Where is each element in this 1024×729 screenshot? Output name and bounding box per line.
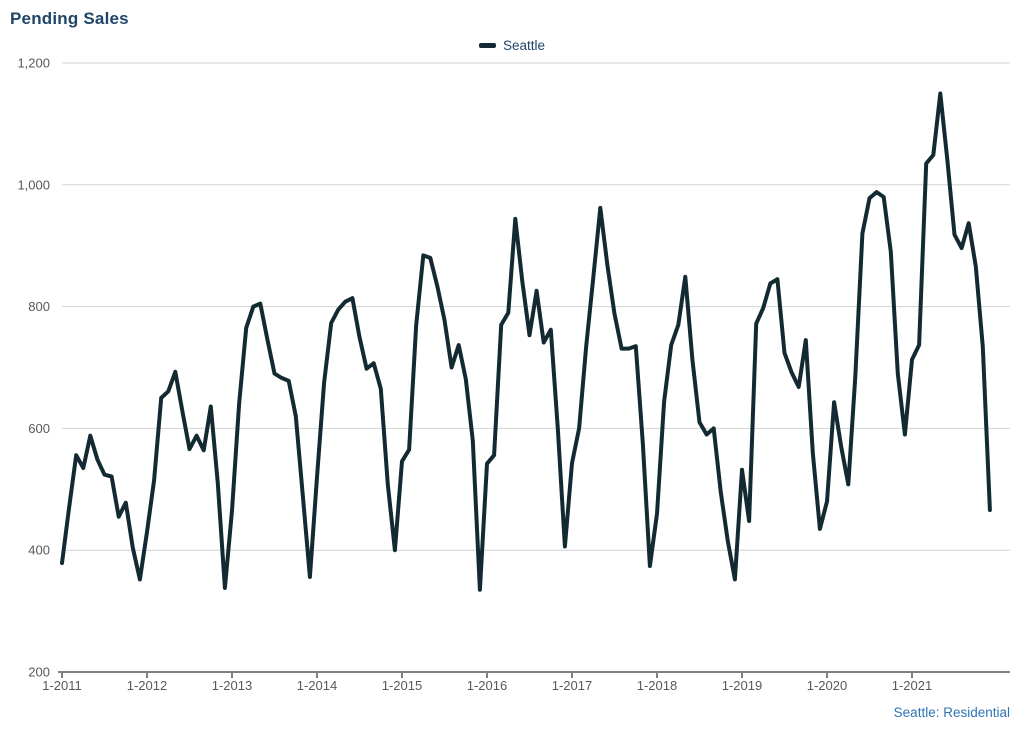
y-axis-tick-label: 400	[28, 543, 50, 558]
x-axis-tick-label: 1-2016	[467, 678, 507, 693]
legend-line-swatch	[478, 43, 496, 48]
y-axis-tick-label: 200	[28, 665, 50, 680]
y-axis-tick-label: 800	[28, 299, 50, 314]
x-axis-tick-label: 1-2018	[637, 678, 677, 693]
x-axis-tick-label: 1-2020	[807, 678, 847, 693]
series-line-seattle	[60, 91, 992, 592]
x-axis-tick-label: 1-2014	[297, 678, 337, 693]
x-axis-tick-label: 1-2019	[722, 678, 762, 693]
chart-title: Pending Sales	[10, 9, 129, 28]
legend-series-label: Seattle	[502, 38, 546, 53]
legend: Seattle	[478, 38, 546, 53]
x-axis-tick-label: 1-2015	[382, 678, 422, 693]
x-axis-tick-label: 1-2021	[892, 678, 932, 693]
y-axis-tick-label: 1,000	[17, 177, 50, 192]
x-axis-tick-label: 1-2011	[42, 678, 82, 693]
y-axis-tick-label: 600	[28, 421, 50, 436]
chart-source-label: Seattle: Residential	[893, 705, 1010, 720]
x-axis-tick-label: 1-2012	[127, 678, 167, 693]
x-axis-tick-label: 1-2013	[212, 678, 252, 693]
y-axis-tick-label: 1,200	[17, 56, 50, 71]
x-axis-tick-label: 1-2017	[552, 678, 592, 693]
